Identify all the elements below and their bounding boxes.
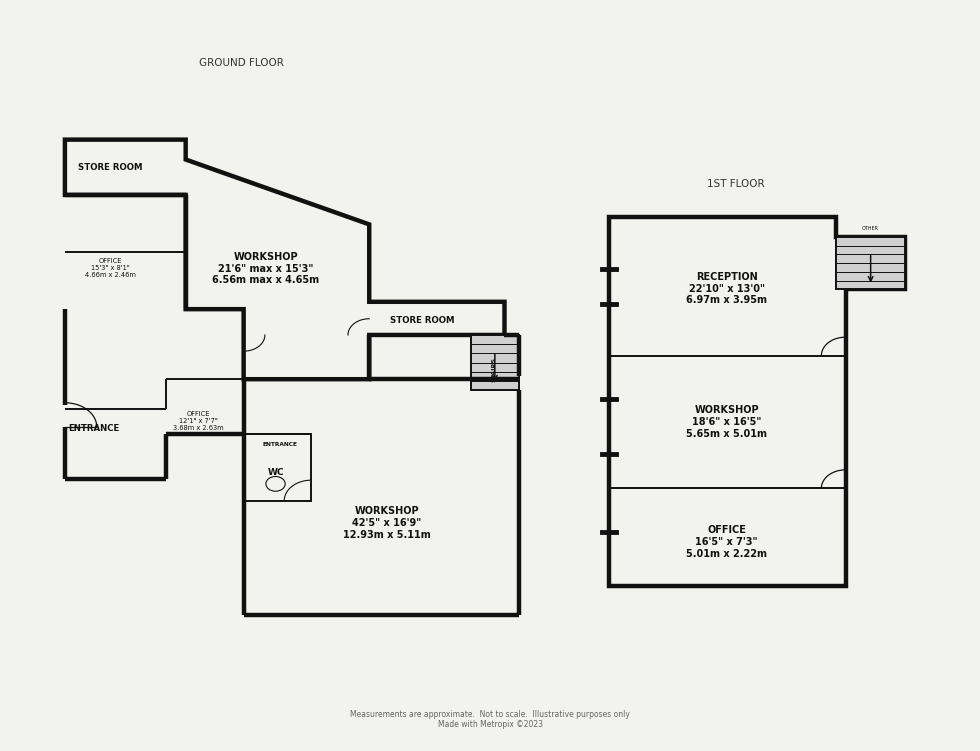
Text: Made with Metropix ©2023: Made with Metropix ©2023: [437, 719, 543, 728]
Polygon shape: [836, 237, 906, 289]
Text: WC: WC: [268, 469, 284, 478]
Text: RECEPTION
22'10" x 13'0"
6.97m x 3.95m: RECEPTION 22'10" x 13'0" 6.97m x 3.95m: [686, 272, 767, 305]
Text: OTHER: OTHER: [862, 225, 879, 231]
Text: OFFICE
12'1" x 7'7"
3.68m x 2.63m: OFFICE 12'1" x 7'7" 3.68m x 2.63m: [172, 412, 223, 431]
Polygon shape: [470, 335, 519, 391]
Polygon shape: [609, 217, 906, 586]
Text: 1ST FLOOR: 1ST FLOOR: [707, 179, 764, 189]
Text: GROUND FLOOR: GROUND FLOOR: [199, 58, 284, 68]
Text: WORKSHOP
42'5" x 16'9"
12.93m x 5.11m: WORKSHOP 42'5" x 16'9" 12.93m x 5.11m: [343, 506, 430, 539]
Text: Measurements are approximate.  Not to scale.  Illustrative purposes only: Measurements are approximate. Not to sca…: [350, 710, 630, 719]
Text: OFFICE
16'5" x 7'3"
5.01m x 2.22m: OFFICE 16'5" x 7'3" 5.01m x 2.22m: [686, 526, 767, 559]
Text: WORKSHOP
18'6" x 16'5"
5.65m x 5.01m: WORKSHOP 18'6" x 16'5" 5.65m x 5.01m: [686, 406, 767, 439]
Text: STORE ROOM: STORE ROOM: [390, 315, 455, 324]
Text: WORKSHOP
21'6" max x 15'3"
6.56m max x 4.65m: WORKSHOP 21'6" max x 15'3" 6.56m max x 4…: [213, 252, 319, 285]
Text: ENTRANCE: ENTRANCE: [263, 442, 298, 447]
Polygon shape: [244, 435, 312, 501]
Text: OFFICE
15'3" x 8'1"
4.66m x 2.46m: OFFICE 15'3" x 8'1" 4.66m x 2.46m: [85, 258, 136, 278]
Text: STAIRS: STAIRS: [491, 357, 496, 382]
Text: STORE ROOM: STORE ROOM: [78, 163, 142, 172]
Text: ENTRANCE: ENTRANCE: [69, 424, 120, 433]
Polygon shape: [65, 140, 505, 379]
